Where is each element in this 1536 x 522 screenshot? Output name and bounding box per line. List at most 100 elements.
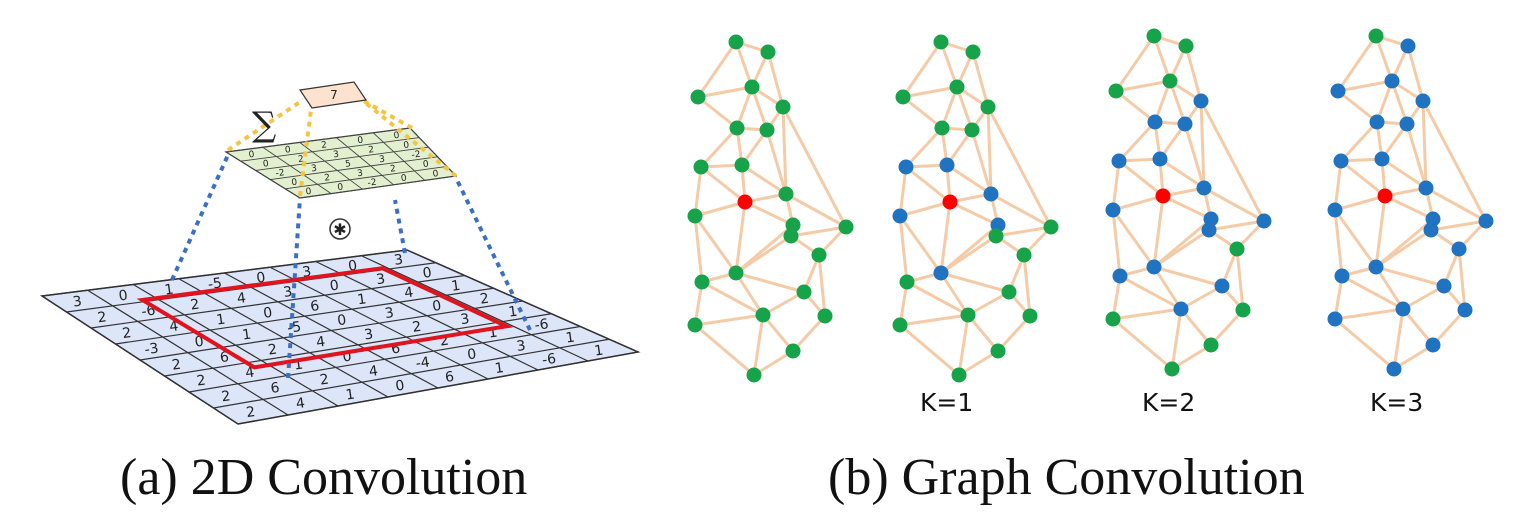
neighbor-node [1327, 311, 1343, 327]
grid-line [132, 283, 339, 407]
graph-0 [687, 34, 854, 383]
graph-edge [1118, 159, 1164, 198]
graph-node [755, 307, 771, 323]
graph-node [838, 219, 854, 235]
neighbor-node [1436, 278, 1452, 294]
kernel-cell-value: 0 [422, 160, 429, 171]
input-cell-value: 3 [459, 311, 470, 328]
graph-edge [694, 323, 755, 377]
graph-edge [905, 165, 951, 204]
input-cell-value: 0 [431, 298, 442, 315]
neighbor-node [1423, 222, 1439, 238]
input-cell-value: -4 [415, 354, 431, 372]
graph-edge [1421, 100, 1428, 189]
input-cell-value: 6 [390, 341, 401, 358]
graph-edge [734, 201, 747, 274]
input-cell-value: 0 [342, 349, 353, 366]
grid-line [406, 249, 639, 353]
neighbor-node [1177, 116, 1193, 132]
graph-edge [1180, 284, 1223, 311]
graph-edge [990, 192, 1052, 229]
kernel-cell-value: 3 [357, 169, 364, 180]
kernel-cell-value: 0 [305, 187, 312, 198]
input-cell-value: 3 [301, 264, 312, 281]
graph-edge [1384, 194, 1434, 221]
graph-edge [939, 41, 959, 88]
graph-node [934, 120, 950, 136]
grid-line [269, 266, 489, 380]
input-cell-value: 0 [347, 258, 358, 275]
graph-edge [790, 225, 847, 238]
kernel-line [225, 127, 411, 153]
neighbor-node [983, 186, 999, 202]
graph-edge [1111, 160, 1121, 211]
graph-edge [744, 200, 794, 227]
graph-node [1146, 28, 1162, 44]
graph-edge [1203, 186, 1265, 223]
input-cell-value: 3 [384, 305, 395, 322]
kernel-line [336, 137, 394, 186]
neighbor-node [1374, 151, 1390, 167]
input-cell-value: 1 [241, 327, 252, 344]
kernel-cell-value: 0 [357, 136, 364, 147]
neighbor-node [1415, 93, 1431, 109]
input-cell-value: 0 [118, 288, 129, 305]
neighbor-node [1478, 213, 1494, 229]
graph-edge [1152, 195, 1165, 268]
kernel-cell-value: 0 [393, 131, 400, 142]
neighbor-node [1425, 337, 1441, 353]
input-cell-value: 3 [72, 293, 83, 310]
graph-edge [700, 165, 746, 204]
input-cell-value: 0 [262, 305, 273, 322]
input-cell-value: 4 [236, 290, 247, 307]
kernel-cell-value: 3 [311, 164, 318, 175]
graph-node [687, 317, 703, 333]
graph-node [1022, 308, 1038, 324]
projection-line [286, 197, 302, 379]
graph-node [1178, 38, 1194, 54]
input-cell-value: 0 [466, 346, 477, 363]
kernel-cell-value: -2 [367, 178, 377, 189]
kernel-cell-value: 0 [432, 169, 439, 180]
graph-edge [1375, 265, 1445, 288]
input-cell-value: 1 [508, 304, 519, 321]
center-node [1377, 188, 1393, 204]
input-cell-value: 2 [189, 297, 200, 314]
graph-node [1368, 28, 1384, 44]
neighbor-node [1395, 301, 1411, 317]
graph-edge [899, 200, 951, 218]
graph-node [694, 274, 710, 290]
graph-edge [694, 313, 764, 327]
graph-node [693, 159, 709, 175]
kernel-line [225, 151, 301, 199]
graph-edge [898, 166, 908, 217]
graph-node [980, 99, 996, 115]
graph-edge [902, 95, 943, 130]
center-node [1155, 188, 1171, 204]
graph-edge [765, 129, 788, 195]
kernel-cell-value: 5 [345, 159, 352, 170]
graph-edge [1374, 35, 1394, 82]
graph-edge [1111, 209, 1122, 277]
graph-edge [1184, 45, 1203, 102]
graph-node [728, 265, 744, 281]
graph-edge [957, 314, 970, 376]
graph-edge [1209, 308, 1245, 347]
neighbor-node [1256, 213, 1272, 229]
graph-edge [1334, 307, 1404, 321]
graph-node [990, 343, 1006, 359]
graph-edge [785, 192, 847, 229]
graph-edge [1341, 274, 1404, 311]
graph-edge [1112, 317, 1173, 371]
convolution-operator-glyph: ✱ [333, 220, 346, 239]
graph-edge [1114, 35, 1156, 92]
graph-edge [750, 86, 769, 131]
graph-convolution-panel [687, 28, 1494, 383]
graph-node [729, 120, 745, 136]
kernel-line [255, 146, 429, 171]
graph-node [728, 34, 744, 50]
neighbor-node [1327, 202, 1343, 218]
input-cell-value: 6 [309, 298, 320, 315]
graph-edge [1183, 123, 1206, 189]
